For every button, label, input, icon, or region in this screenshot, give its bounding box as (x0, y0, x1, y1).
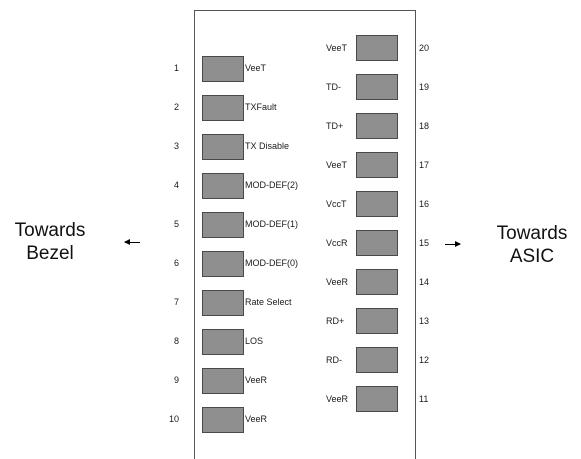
right-pin-pad (356, 113, 398, 139)
left-pin-label: Rate Select (245, 297, 292, 307)
right-pin-label: TD- (326, 82, 341, 92)
right-pin-number: 12 (419, 355, 430, 365)
left-pin-number: 8 (174, 336, 180, 346)
right-pin-pad (356, 152, 398, 178)
right-pin-pad (356, 230, 398, 256)
right-pin-pad (356, 386, 398, 412)
towards-bezel-label: Towards Bezel (8, 219, 92, 265)
left-arrow-icon (124, 239, 140, 245)
right-pin-label: TD+ (326, 121, 344, 131)
right-pin-pad (356, 74, 398, 100)
right-pin-label: RD+ (326, 316, 345, 326)
left-pin-pad (202, 173, 244, 199)
right-pin-number: 14 (419, 277, 430, 287)
towards-asic-line1: Towards (496, 223, 568, 244)
right-pin-label: VeeR (326, 277, 349, 287)
right-pin-label: VeeT (326, 43, 348, 53)
left-pin-label: TXFault (245, 102, 277, 112)
left-pin-number: 7 (174, 297, 180, 307)
right-pin-number: 15 (419, 238, 430, 248)
left-pin-label: LOS (245, 336, 264, 346)
right-pin-label: VeeR (326, 394, 349, 404)
left-pin-pad (202, 134, 244, 160)
right-pin-label: VeeT (326, 160, 348, 170)
right-pin-number: 16 (419, 199, 430, 209)
left-pin-pad (202, 407, 244, 433)
right-pin-pad (356, 347, 398, 373)
left-pin-label: MOD-DEF(0) (245, 258, 298, 268)
right-pin-label: VccR (326, 238, 348, 248)
towards-bezel-line1: Towards (14, 220, 86, 241)
right-pin-label: RD- (326, 355, 342, 365)
towards-bezel-line2: Bezel (26, 243, 74, 264)
left-pin-number: 3 (174, 141, 180, 151)
right-pin-pad (356, 191, 398, 217)
right-pin-pad (356, 308, 398, 334)
left-pin-label: VeeR (245, 414, 268, 424)
right-arrow-icon (445, 241, 461, 247)
right-pin-number: 19 (419, 82, 430, 92)
connector-board (194, 10, 416, 459)
right-pin-number: 20 (419, 43, 430, 53)
right-pin-label: VccT (326, 199, 347, 209)
left-pin-number: 4 (174, 180, 180, 190)
left-pin-label: MOD-DEF(1) (245, 219, 298, 229)
right-pin-number: 13 (419, 316, 430, 326)
left-pin-label: VeeR (245, 375, 268, 385)
left-pin-pad (202, 56, 244, 82)
left-pin-pad (202, 251, 244, 277)
left-pin-label: MOD-DEF(2) (245, 180, 298, 190)
left-pin-number: 9 (174, 375, 180, 385)
left-pin-number: 6 (174, 258, 180, 268)
towards-asic-label: Towards ASIC (490, 222, 574, 268)
left-pin-pad (202, 290, 244, 316)
towards-asic-line2: ASIC (509, 246, 555, 267)
right-pin-pad (356, 269, 398, 295)
left-pin-pad (202, 95, 244, 121)
left-pin-number: 5 (174, 219, 180, 229)
left-pin-label: VeeT (245, 63, 267, 73)
right-pin-number: 17 (419, 160, 430, 170)
right-pin-number: 18 (419, 121, 430, 131)
left-pin-number: 2 (174, 102, 180, 112)
left-pin-number: 1 (174, 63, 180, 73)
left-pin-pad (202, 212, 244, 238)
left-pin-pad (202, 329, 244, 355)
left-pin-pad (202, 368, 244, 394)
right-pin-pad (356, 35, 398, 61)
left-pin-label: TX Disable (245, 141, 290, 151)
right-pin-number: 11 (419, 394, 429, 404)
left-pin-number: 10 (169, 414, 180, 424)
